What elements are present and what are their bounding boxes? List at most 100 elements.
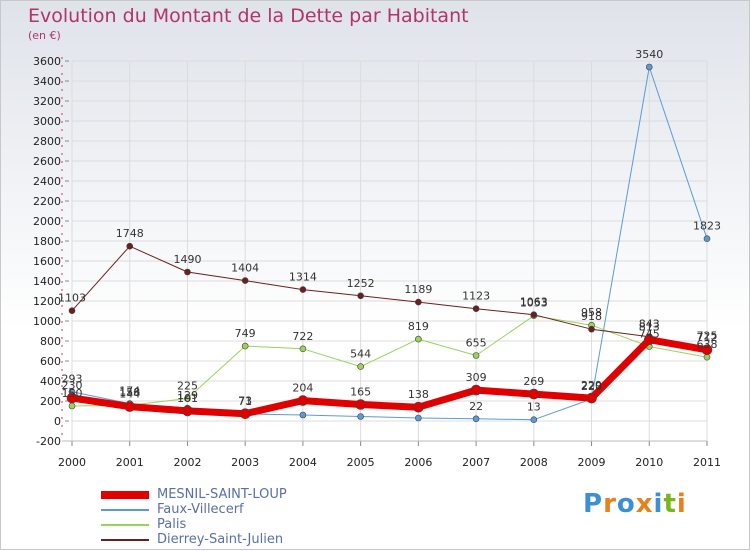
y-tick-label: 2200 bbox=[33, 195, 61, 208]
data-point bbox=[588, 325, 595, 333]
data-point bbox=[299, 286, 307, 293]
x-tick-label: 2001 bbox=[116, 456, 144, 469]
data-label: 230 bbox=[62, 379, 83, 392]
data-label: 1748 bbox=[116, 227, 144, 240]
legend-item: MESNIL-SAINT-LOUP bbox=[101, 487, 287, 502]
data-point bbox=[357, 363, 364, 370]
legend-swatch bbox=[101, 523, 149, 526]
y-tick-label: 3600 bbox=[33, 55, 61, 68]
y-tick-label: 1400 bbox=[33, 275, 61, 288]
legend-label: MESNIL-SAINT-LOUP bbox=[157, 487, 287, 502]
series-layer bbox=[66, 63, 713, 424]
data-label: 22 bbox=[469, 400, 483, 413]
data-point bbox=[472, 415, 480, 423]
data-label: 71 bbox=[238, 395, 252, 408]
y-tick-label: 2600 bbox=[33, 155, 61, 168]
legend-swatch bbox=[101, 538, 149, 541]
data-label: 293 bbox=[62, 373, 83, 386]
legend-item: Dierrey-Saint-Julien bbox=[101, 532, 287, 547]
data-point bbox=[413, 401, 424, 413]
data-point bbox=[126, 242, 134, 250]
data-point bbox=[184, 268, 191, 276]
y-tick-label: 3000 bbox=[33, 115, 61, 128]
data-label: 725 bbox=[697, 330, 718, 343]
data-label: 819 bbox=[408, 320, 429, 333]
data-label: 1103 bbox=[58, 292, 86, 305]
data-label: 129 bbox=[177, 389, 198, 402]
data-point bbox=[528, 388, 540, 400]
y-tick-label: -200 bbox=[36, 435, 61, 448]
y-tick-label: 1000 bbox=[33, 315, 61, 328]
data-point bbox=[586, 392, 597, 404]
data-point bbox=[124, 401, 136, 412]
y-tick-label: 1800 bbox=[33, 235, 61, 248]
data-label: 158 bbox=[119, 386, 140, 399]
data-label: 3540 bbox=[635, 48, 663, 61]
legend: MESNIL-SAINT-LOUP Faux-Villecerf Palis Dier… bbox=[101, 487, 287, 547]
x-tick-label: 2002 bbox=[173, 456, 201, 469]
x-tick-label: 2009 bbox=[578, 456, 606, 469]
data-label: 1490 bbox=[173, 253, 201, 266]
data-label: 712 bbox=[697, 331, 718, 344]
data-point bbox=[470, 384, 482, 396]
data-label: 843 bbox=[639, 318, 660, 331]
data-point bbox=[645, 63, 653, 71]
y-tick-label: 2000 bbox=[33, 215, 61, 228]
axes: -200 0 200 400 600 800 1000 1200 1400 1600 1800 200… bbox=[33, 55, 721, 469]
data-point bbox=[701, 344, 713, 356]
data-label: 1063 bbox=[520, 296, 548, 309]
data-label: 1252 bbox=[347, 277, 375, 290]
chart-title: Evolution du Montant de la Dette par Hab… bbox=[28, 5, 469, 27]
data-point bbox=[357, 292, 364, 300]
data-point bbox=[355, 399, 366, 410]
data-label: 220 bbox=[581, 380, 602, 393]
data-label: 655 bbox=[466, 337, 487, 350]
data-label: 1404 bbox=[231, 262, 259, 275]
data-point bbox=[530, 311, 538, 319]
legend-item: Palis bbox=[101, 517, 287, 532]
x-tick-label: 2004 bbox=[289, 456, 317, 469]
data-point bbox=[182, 405, 193, 417]
x-tick-label: 2007 bbox=[462, 456, 490, 469]
data-label: 144 bbox=[119, 388, 140, 401]
y-tick-label: 0 bbox=[54, 415, 61, 428]
data-label: 1314 bbox=[289, 271, 317, 284]
y-tick-label: 1600 bbox=[33, 255, 61, 268]
data-label: 150 bbox=[62, 387, 83, 400]
data-label: 13 bbox=[527, 401, 541, 414]
data-point bbox=[415, 298, 422, 306]
x-tick-label: 2000 bbox=[58, 456, 86, 469]
legend-label: Faux-Villecerf bbox=[157, 502, 244, 517]
legend-swatch bbox=[101, 508, 149, 511]
y-tick-label: 2400 bbox=[33, 175, 61, 188]
data-point bbox=[299, 411, 307, 419]
data-point bbox=[643, 334, 655, 346]
x-tick-label: 2005 bbox=[347, 456, 375, 469]
data-point bbox=[66, 392, 78, 404]
x-tick-label: 2011 bbox=[693, 456, 721, 469]
data-label: 165 bbox=[350, 386, 371, 399]
data-label: 138 bbox=[408, 388, 429, 401]
y-tick-label: 400 bbox=[40, 375, 61, 388]
series-line bbox=[71, 336, 708, 418]
data-point bbox=[415, 335, 422, 343]
data-point bbox=[415, 414, 422, 422]
data-label: 813 bbox=[639, 321, 660, 334]
data-label: 1123 bbox=[462, 290, 490, 303]
data-label: 269 bbox=[523, 375, 544, 388]
y-tick-label: 800 bbox=[40, 335, 61, 348]
x-tick-label: 2003 bbox=[231, 456, 259, 469]
data-point bbox=[297, 395, 309, 406]
data-label: 745 bbox=[639, 328, 660, 341]
data-point bbox=[703, 235, 711, 242]
data-label: 225 bbox=[177, 380, 198, 393]
data-point bbox=[472, 352, 480, 359]
data-label: 1189 bbox=[404, 283, 432, 296]
chart-subtitle: (en €) bbox=[28, 29, 61, 42]
legend-label: Dierrey-Saint-Julien bbox=[157, 532, 284, 547]
data-label: 309 bbox=[466, 371, 487, 384]
data-point bbox=[239, 408, 251, 420]
x-tick-label: 2010 bbox=[635, 456, 663, 469]
